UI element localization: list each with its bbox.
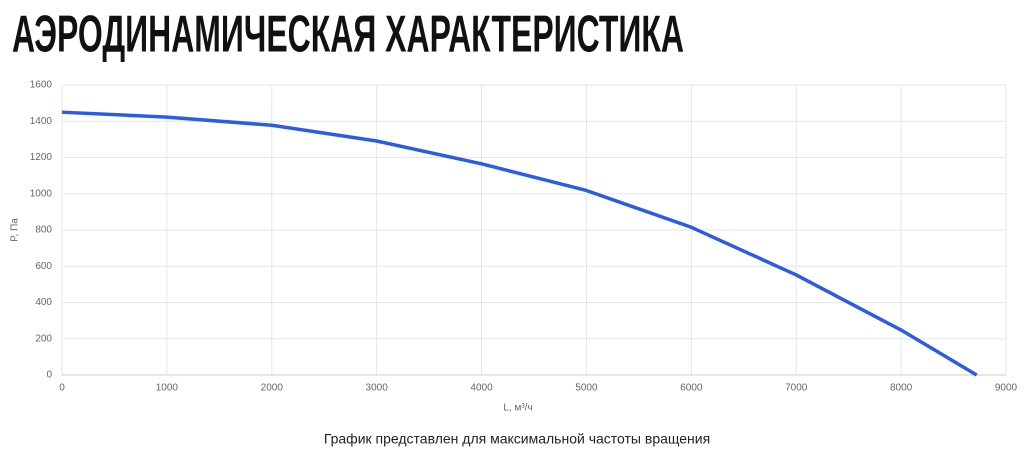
x-tick-label: 8000	[890, 383, 913, 394]
y-axis-label: P, Па	[10, 218, 21, 242]
y-tick-label: 0	[46, 370, 52, 381]
y-tick-label: 1200	[30, 152, 53, 163]
x-tick-label: 9000	[995, 383, 1018, 394]
annotation: График представлен для максимальной част…	[324, 431, 710, 447]
x-tick-label: 5000	[575, 383, 598, 394]
y-tick-label: 1600	[30, 80, 53, 91]
x-tick-label: 2000	[261, 383, 284, 394]
chart-title: АЭРОДИНАМИЧЕСКАЯ ХАРАКТЕРИСТИКА	[12, 6, 684, 64]
x-tick-label: 4000	[470, 383, 493, 394]
x-tick-label: 1000	[156, 383, 179, 394]
x-tick-label: 3000	[366, 383, 389, 394]
x-axis-label: L, м³/ч	[503, 403, 532, 414]
line	[61, 110, 978, 377]
y-tick-label: 800	[35, 225, 52, 236]
y-tick-label: 200	[35, 333, 52, 344]
y-tick-label: 1400	[30, 116, 53, 127]
y-tick-label: 1000	[30, 188, 53, 199]
y-tick-label: 400	[35, 297, 52, 308]
x-tick-label: 6000	[680, 383, 703, 394]
y-tick-label: 600	[35, 261, 52, 272]
x-tick-label: 0	[59, 383, 65, 394]
x-tick-label: 7000	[785, 383, 808, 394]
